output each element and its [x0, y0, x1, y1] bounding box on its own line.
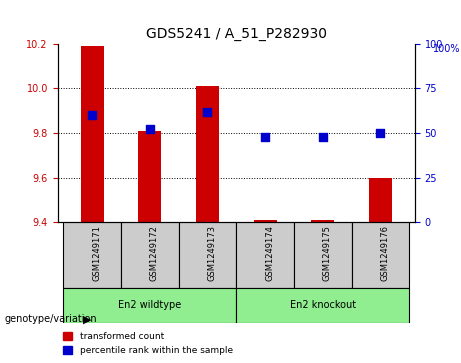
- Text: GSM1249174: GSM1249174: [265, 225, 274, 281]
- Text: GSM1249176: GSM1249176: [380, 225, 390, 281]
- FancyBboxPatch shape: [121, 223, 179, 288]
- Text: ▶: ▶: [83, 314, 91, 325]
- FancyBboxPatch shape: [64, 223, 121, 288]
- FancyBboxPatch shape: [236, 223, 294, 288]
- Text: En2 knockout: En2 knockout: [290, 301, 356, 310]
- Bar: [311, 220, 334, 223]
- Point: [261, 134, 269, 139]
- Text: GSM1249171: GSM1249171: [92, 225, 101, 281]
- Text: genotype/variation: genotype/variation: [5, 314, 97, 325]
- FancyBboxPatch shape: [179, 223, 236, 288]
- Title: GDS5241 / A_51_P282930: GDS5241 / A_51_P282930: [146, 27, 327, 41]
- Bar: [196, 86, 219, 223]
- Text: GSM1249173: GSM1249173: [207, 225, 217, 281]
- Bar: [138, 131, 161, 223]
- FancyBboxPatch shape: [64, 288, 236, 323]
- Text: GSM1249172: GSM1249172: [150, 225, 159, 281]
- Text: En2 wildtype: En2 wildtype: [118, 301, 182, 310]
- Point: [204, 109, 211, 114]
- FancyBboxPatch shape: [294, 223, 351, 288]
- Bar: [369, 178, 392, 223]
- Point: [377, 130, 384, 136]
- Text: GSM1249175: GSM1249175: [323, 225, 332, 281]
- Point: [146, 127, 154, 132]
- Text: 100%: 100%: [433, 44, 460, 54]
- FancyBboxPatch shape: [351, 223, 409, 288]
- Bar: [254, 220, 277, 223]
- Point: [89, 112, 96, 118]
- Legend: transformed count, percentile rank within the sample: transformed count, percentile rank withi…: [60, 329, 236, 359]
- FancyBboxPatch shape: [236, 288, 409, 323]
- Bar: [81, 46, 104, 223]
- Point: [319, 134, 326, 139]
